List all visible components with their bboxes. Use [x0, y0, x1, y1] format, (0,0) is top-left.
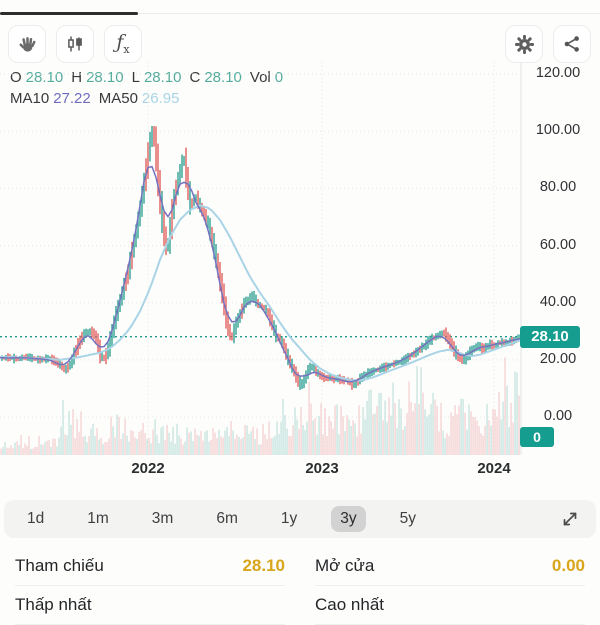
legend-label: L: [131, 69, 140, 86]
gear-icon: [514, 34, 535, 55]
expand-icon: [560, 509, 580, 529]
range-option-3m[interactable]: 3m: [151, 510, 174, 527]
y-axis-tick-label: 60.00: [539, 236, 577, 253]
quote-info-label: Mở cửa: [315, 556, 375, 575]
range-option-5y[interactable]: 5y: [399, 510, 417, 527]
ohlc-legend: O 28.10 H 28.10 L 28.10 C 28.10 Vol 0 MA10 27.22 MA5…: [10, 67, 291, 109]
range-option-1m[interactable]: 1m: [87, 510, 109, 527]
pan-tool-button[interactable]: [8, 25, 46, 63]
legend-value: 28.10: [86, 69, 124, 86]
y-axis-tick-label: 20.00: [539, 350, 577, 367]
y-axis-tick-label: 0.00: [543, 408, 573, 424]
legend-value: 28.10: [204, 69, 242, 86]
ohlc-legend-row: O 28.10 H 28.10 L 28.10 C 28.10 Vol 0: [10, 67, 291, 88]
legend-value: 28.10: [143, 69, 182, 86]
time-range-bar: 1d 1m 3m 6m 1y 3y 5y: [4, 500, 596, 538]
quote-info-value: 0.00: [551, 556, 585, 575]
legend-label: MA50: [98, 90, 138, 107]
settings-button[interactable]: [505, 25, 543, 63]
legend-value: 28.10: [25, 69, 64, 86]
x-axis-tick-label: 2023: [305, 460, 339, 477]
share-button[interactable]: [553, 25, 591, 63]
volume-zero-badge: 0: [520, 427, 554, 447]
legend-value: 0: [274, 69, 284, 86]
candlestick-icon: [65, 34, 85, 54]
trading-chart-screen: ƒx O 28.10 H 28.10 L 28.10 C 28.10 Vol 0 MA10 27.22…: [0, 12, 600, 625]
last-price-badge: 28.10: [520, 325, 580, 348]
y-axis-tick-label: 40.00: [539, 293, 577, 310]
quote-info-row: Cao nhất: [315, 586, 585, 625]
indicators-button[interactable]: ƒx: [104, 25, 142, 63]
top-divider: [0, 12, 600, 15]
quote-info-row: Mở cửa 0.00: [315, 547, 585, 586]
ma-legend-row: MA10 27.22 MA50 26.95: [10, 88, 291, 109]
legend-label: Vol: [249, 69, 271, 86]
range-option-3y[interactable]: 3y: [331, 506, 366, 532]
chart-style-button[interactable]: [56, 25, 94, 63]
range-option-6m[interactable]: 6m: [216, 510, 238, 527]
legend-value: 26.95: [141, 90, 180, 107]
legend-label: O: [10, 69, 22, 86]
price-chart-canvas[interactable]: [0, 60, 600, 460]
legend-label: H: [71, 69, 83, 86]
quote-info-label: Cao nhất: [315, 595, 384, 614]
y-axis-tick-label: 80.00: [539, 179, 577, 196]
range-option-1y[interactable]: 1y: [280, 510, 298, 527]
legend-label: C: [189, 69, 201, 86]
active-tab-indicator: [0, 12, 138, 15]
legend-label: MA10: [10, 90, 50, 107]
quote-info-label: Tham chiếu: [15, 556, 104, 575]
share-icon: [562, 34, 582, 54]
fx-icon: ƒx: [116, 31, 130, 56]
x-axis-tick-label: 2024: [477, 460, 511, 477]
quote-info-row: Tham chiếu 28.10: [15, 547, 285, 586]
quote-info-grid: Tham chiếu 28.10 Mở cửa 0.00 Thấp nhất Cao nh…: [0, 547, 600, 625]
quote-info-value: 28.10: [242, 556, 285, 575]
hand-icon: [17, 34, 38, 55]
x-axis-tick-label: 2022: [131, 460, 165, 477]
legend-value: 27.22: [53, 90, 91, 107]
y-axis-tick-label: 120.00: [535, 65, 581, 82]
range-option-1d[interactable]: 1d: [27, 510, 45, 527]
y-axis-tick-label: 100.00: [535, 122, 581, 139]
quote-info-row: Thấp nhất: [15, 586, 285, 625]
quote-info-label: Thấp nhất: [15, 595, 92, 614]
fullscreen-button[interactable]: [558, 507, 582, 531]
